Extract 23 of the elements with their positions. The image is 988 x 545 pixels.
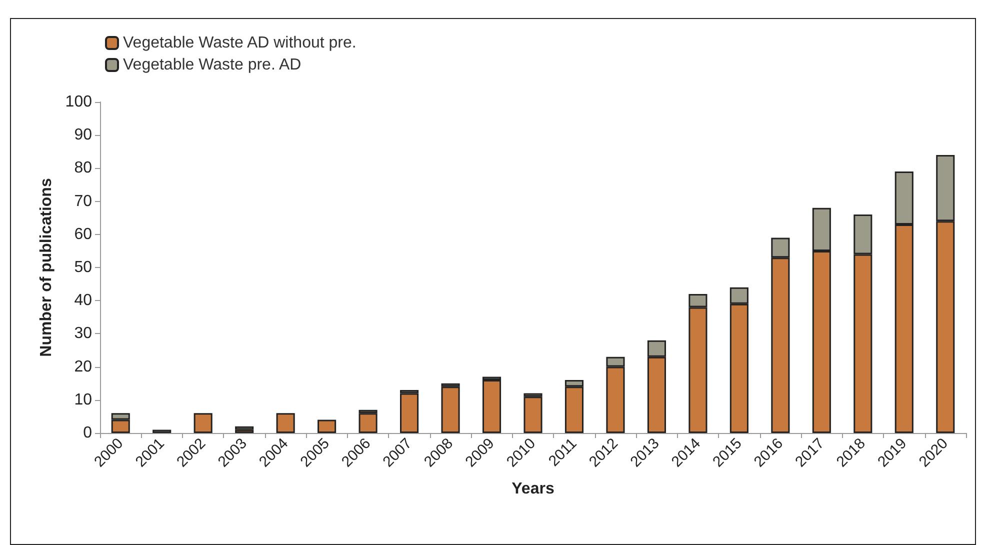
bar: [482, 380, 502, 433]
y-tick-label: 100: [65, 94, 92, 110]
y-tick-label: 0: [83, 424, 92, 442]
bar: [524, 396, 542, 433]
bar: [400, 393, 419, 433]
y-tick-label: 20: [74, 358, 92, 376]
y-tick-label: 70: [74, 192, 92, 210]
y-tick-label: 80: [74, 160, 92, 177]
y-tick-label: 40: [74, 292, 92, 310]
legend-label: Vegetable Waste AD without pre.: [123, 34, 356, 52]
y-axis-title: Number of publications: [38, 178, 55, 357]
x-axis-title: Years: [512, 480, 554, 498]
bar: [441, 386, 460, 433]
y-tick-label: 30: [74, 325, 92, 342]
y-tick-label: 90: [74, 126, 92, 144]
y-tick-label: 50: [74, 259, 92, 276]
bar: [276, 413, 295, 433]
bar: [194, 413, 212, 433]
y-tick-label: 10: [74, 391, 92, 408]
legend-label: Vegetable Waste pre. AD: [123, 56, 302, 74]
bar: [318, 420, 336, 433]
bar: [358, 413, 378, 433]
y-tick-label: 60: [74, 226, 92, 243]
